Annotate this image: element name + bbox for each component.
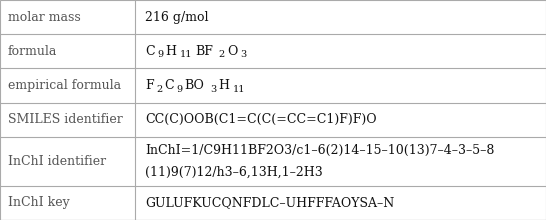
Text: SMILES identifier: SMILES identifier bbox=[8, 113, 123, 126]
Text: molar mass: molar mass bbox=[8, 11, 81, 24]
Text: O: O bbox=[227, 45, 237, 58]
Text: GULUFKUCQNFDLC–UHFFFAOYSA–N: GULUFKUCQNFDLC–UHFFFAOYSA–N bbox=[145, 196, 394, 209]
Text: CC(C)OOB(C1=C(C(=CC=C1)F)F)O: CC(C)OOB(C1=C(C(=CC=C1)F)F)O bbox=[145, 113, 377, 126]
Text: (11)9(7)12/h3–6,13H,1–2H3: (11)9(7)12/h3–6,13H,1–2H3 bbox=[145, 166, 323, 179]
Text: 3: 3 bbox=[240, 50, 246, 59]
Text: H: H bbox=[218, 79, 229, 92]
Text: H: H bbox=[165, 45, 176, 58]
Text: 9: 9 bbox=[176, 84, 183, 94]
Text: 11: 11 bbox=[180, 50, 192, 59]
Text: BO: BO bbox=[185, 79, 204, 92]
Text: 216 g/mol: 216 g/mol bbox=[145, 11, 209, 24]
Text: InChI key: InChI key bbox=[8, 196, 70, 209]
Text: BF: BF bbox=[195, 45, 213, 58]
Text: F: F bbox=[145, 79, 153, 92]
Text: InChI=1/C9H11BF2O3/c1–6(2)14–15–10(13)7–4–3–5–8: InChI=1/C9H11BF2O3/c1–6(2)14–15–10(13)7–… bbox=[145, 144, 494, 157]
Text: 2: 2 bbox=[156, 84, 162, 94]
Text: InChI identifier: InChI identifier bbox=[8, 155, 106, 168]
Text: 9: 9 bbox=[157, 50, 164, 59]
Text: formula: formula bbox=[8, 45, 57, 58]
Text: 11: 11 bbox=[233, 84, 245, 94]
Text: empirical formula: empirical formula bbox=[8, 79, 121, 92]
Text: C: C bbox=[164, 79, 174, 92]
Text: C: C bbox=[145, 45, 155, 58]
Text: 2: 2 bbox=[219, 50, 225, 59]
Text: 3: 3 bbox=[210, 84, 216, 94]
